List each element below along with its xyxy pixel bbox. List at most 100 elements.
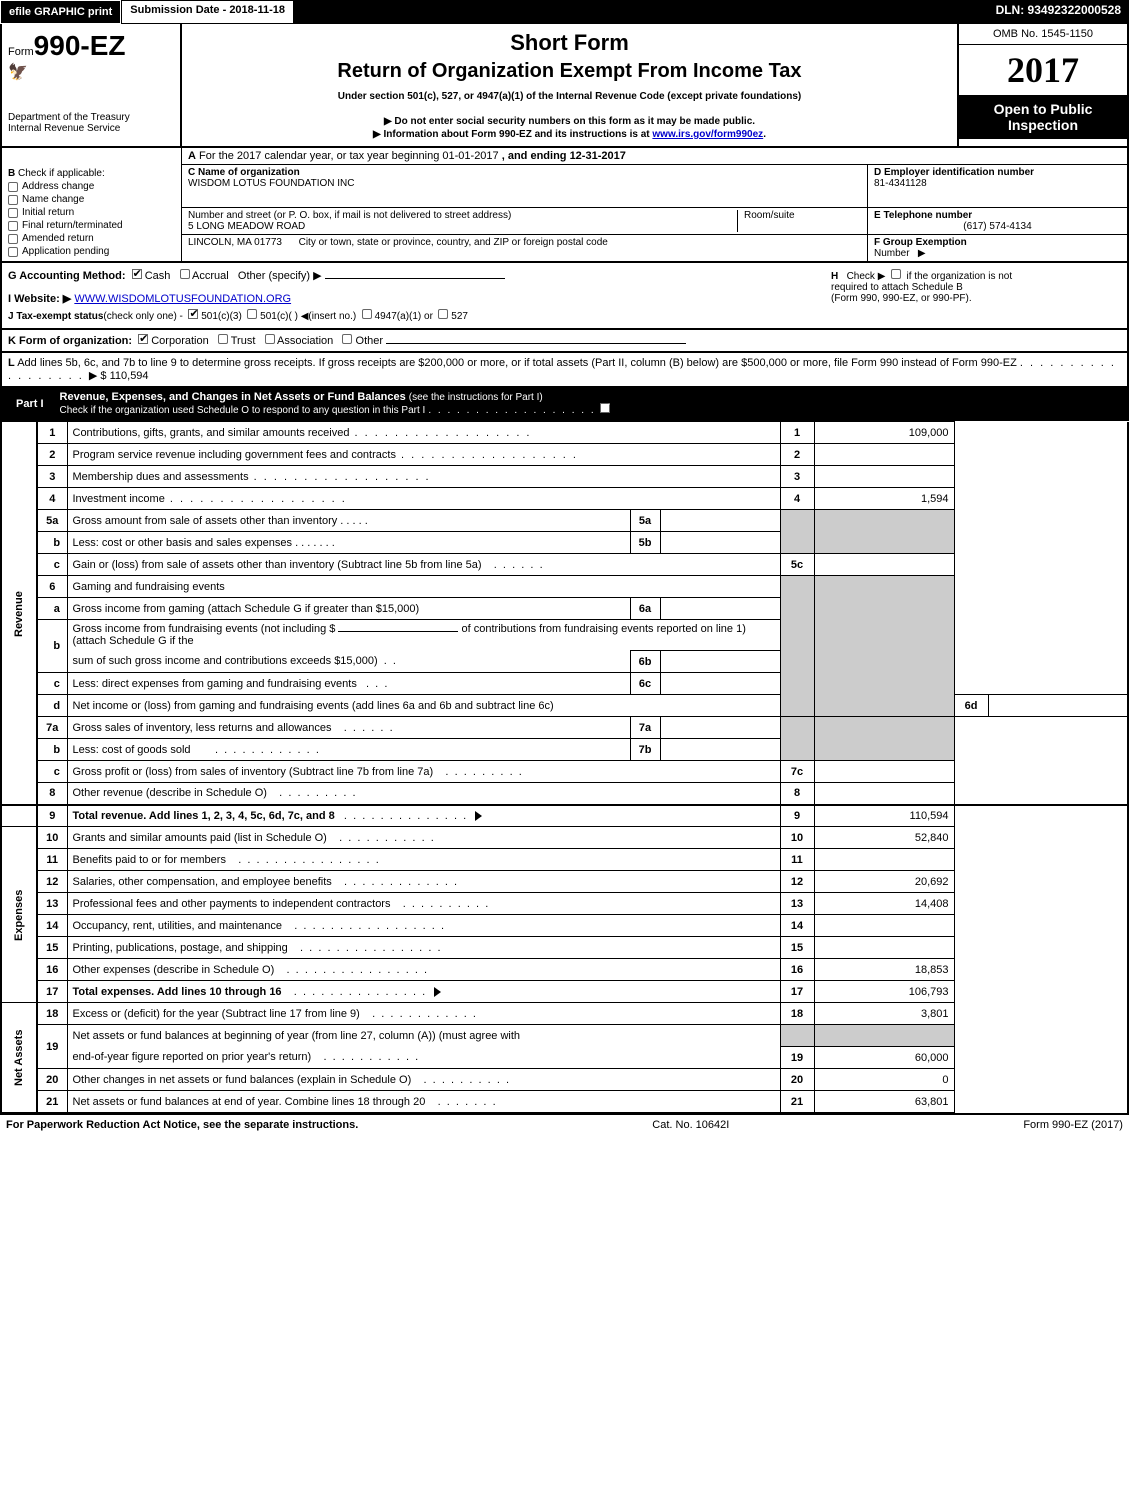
501c-checkbox[interactable]: [247, 309, 257, 319]
b-label: B: [8, 168, 15, 179]
table-row: c Gross profit or (loss) from sales of i…: [1, 761, 1128, 783]
line-numref: 5c: [780, 554, 814, 576]
h-checkbox[interactable]: [891, 269, 901, 279]
gh-left: G Accounting Method: Cash Accrual Other …: [8, 269, 821, 322]
check-final-return[interactable]: Final return/terminated: [8, 220, 175, 231]
line-numref: 21: [780, 1091, 814, 1113]
checkbox-icon: [8, 195, 18, 205]
line-numref: 12: [780, 871, 814, 893]
i-row: I Website: ▶ WWW.WISDOMLOTUSFOUNDATION.O…: [8, 292, 821, 305]
k-label: K Form of organization:: [8, 335, 132, 347]
corp-checkbox[interactable]: [138, 334, 148, 344]
table-row: 7a Gross sales of inventory, less return…: [1, 717, 1128, 739]
a-text: For the 2017 calendar year, or tax year …: [199, 150, 499, 162]
h-text2: required to attach Schedule B: [831, 282, 963, 293]
line-numref: 9: [780, 805, 814, 827]
table-row: 20 Other changes in net assets or fund b…: [1, 1069, 1128, 1091]
line-numref: 3: [780, 466, 814, 488]
other-checkbox[interactable]: [342, 334, 352, 344]
check-address-change[interactable]: Address change: [8, 181, 175, 192]
part1-title: Revenue, Expenses, and Changes in Net As…: [60, 391, 611, 416]
line-numref: 1: [780, 422, 814, 444]
line-value: [814, 937, 954, 959]
check-name-change[interactable]: Name change: [8, 194, 175, 205]
line-desc: end-of-year figure reported on prior yea…: [67, 1047, 780, 1069]
table-row: end-of-year figure reported on prior yea…: [1, 1047, 1128, 1069]
line-num: 14: [37, 915, 67, 937]
line-desc: Grants and similar amounts paid (list in…: [67, 827, 780, 849]
line-value: [814, 761, 954, 783]
org-name-row: C Name of organization WISDOM LOTUS FOUN…: [182, 165, 1127, 208]
table-row: 16 Other expenses (describe in Schedule …: [1, 959, 1128, 981]
f-cell: F Group Exemption Number ▶: [868, 235, 1127, 261]
mid-line-val: [660, 532, 780, 554]
check-final-label: Final return/terminated: [22, 220, 123, 231]
k-assoc: Association: [277, 335, 333, 347]
j-527: 527: [451, 311, 468, 322]
table-row: Revenue 1 Contributions, gifts, grants, …: [1, 422, 1128, 444]
accrual-checkbox[interactable]: [180, 269, 190, 279]
line-desc: Net assets or fund balances at beginning…: [67, 1025, 780, 1047]
line-num: 9: [37, 805, 67, 827]
cash-checkbox[interactable]: [132, 269, 142, 279]
line-num: b: [37, 739, 67, 761]
501c3-checkbox[interactable]: [188, 309, 198, 319]
line-num: 11: [37, 849, 67, 871]
527-checkbox[interactable]: [438, 309, 448, 319]
check-initial-return[interactable]: Initial return: [8, 207, 175, 218]
shaded-cell: [814, 1025, 954, 1047]
short-form-title: Short Form: [192, 30, 947, 56]
line-desc: Professional fees and other payments to …: [67, 893, 780, 915]
line-desc: Program service revenue including govern…: [67, 444, 780, 466]
line-numref: 15: [780, 937, 814, 959]
table-row: a Gross income from gaming (attach Sched…: [1, 598, 1128, 620]
page-footer: For Paperwork Reduction Act Notice, see …: [0, 1113, 1129, 1135]
check-application-pending[interactable]: Application pending: [8, 246, 175, 257]
line-value: [814, 783, 954, 805]
efile-print-button[interactable]: efile GRAPHIC print: [0, 0, 121, 24]
l-amount: ▶ $ 110,594: [89, 370, 149, 382]
line-num: c: [37, 761, 67, 783]
line-value: [814, 915, 954, 937]
open-to-public: Open to Public Inspection: [959, 95, 1127, 139]
top-bar: efile GRAPHIC print Submission Date - 20…: [0, 0, 1129, 24]
line-desc: Net income or (loss) from gaming and fun…: [67, 695, 780, 717]
check-amended-return[interactable]: Amended return: [8, 233, 175, 244]
line-num: 17: [37, 981, 67, 1003]
check-if-applicable: Check if applicable:: [18, 168, 105, 179]
line-num: b: [37, 620, 67, 673]
line-numref: 10: [780, 827, 814, 849]
line-num: 2: [37, 444, 67, 466]
mid-line-num: 7b: [630, 739, 660, 761]
line-desc: Gross income from gaming (attach Schedul…: [67, 598, 630, 620]
mid-line-val: [660, 510, 780, 532]
4947-checkbox[interactable]: [362, 309, 372, 319]
section-a-b-c: B Check if applicable: Address change Na…: [0, 148, 1129, 263]
mid-line-val: [660, 739, 780, 761]
table-row: sum of such gross income and contributio…: [1, 651, 1128, 673]
irs-link[interactable]: www.irs.gov/form990ez: [652, 129, 763, 140]
assoc-checkbox[interactable]: [265, 334, 275, 344]
line-value: 60,000: [814, 1047, 954, 1069]
e-cell: E Telephone number (617) 574-4134: [868, 208, 1127, 234]
checkbox-icon: [8, 247, 18, 257]
line-value: 110,594: [814, 805, 954, 827]
revenue-side-label: Revenue: [1, 422, 37, 805]
omb-number: OMB No. 1545-1150: [959, 24, 1127, 45]
table-row: b Gross income from fundraising events (…: [1, 620, 1128, 651]
line-desc: Membership dues and assessments: [67, 466, 780, 488]
line-desc: Net assets or fund balances at end of ye…: [67, 1091, 780, 1113]
check-initial-label: Initial return: [22, 207, 74, 218]
line-num: 7a: [37, 717, 67, 739]
line-numref: 2: [780, 444, 814, 466]
trust-checkbox[interactable]: [218, 334, 228, 344]
line-numref: 17: [780, 981, 814, 1003]
part1-label: Part I: [8, 398, 52, 410]
line-value: 0: [814, 1069, 954, 1091]
telephone-value: (617) 574-4134: [874, 221, 1121, 232]
city-value: LINCOLN, MA 01773: [188, 237, 282, 248]
shaded-cell: [780, 510, 814, 554]
d-label: D Employer identification number: [874, 167, 1034, 178]
schedule-o-checkbox[interactable]: [600, 403, 610, 413]
website-link[interactable]: WWW.WISDOMLOTUSFOUNDATION.ORG: [74, 293, 291, 305]
